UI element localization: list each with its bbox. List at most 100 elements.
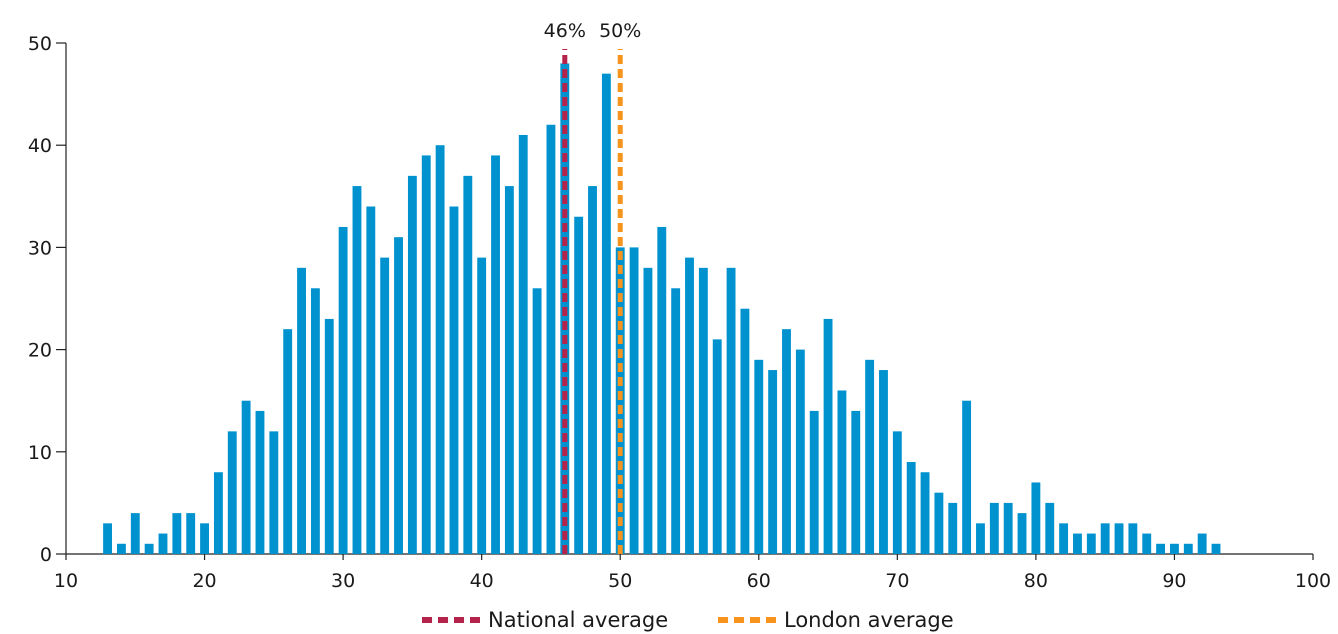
histogram-bar bbox=[1003, 502, 1013, 554]
legend-label-national: National average bbox=[488, 608, 669, 632]
histogram-bar bbox=[892, 431, 902, 554]
histogram-bar bbox=[103, 523, 113, 554]
histogram-bar bbox=[768, 370, 778, 554]
histogram-bar bbox=[1142, 533, 1152, 554]
histogram-bar bbox=[477, 257, 487, 554]
histogram-bar bbox=[546, 124, 556, 554]
histogram-bar bbox=[172, 513, 182, 554]
histogram-bar bbox=[407, 175, 417, 555]
histogram-bar bbox=[934, 492, 944, 554]
y-tick-label: 0 bbox=[40, 544, 52, 566]
histogram-bar bbox=[1059, 523, 1069, 554]
histogram-bar bbox=[1197, 533, 1207, 554]
histogram-bar bbox=[241, 400, 251, 554]
histogram-bar bbox=[574, 216, 584, 555]
histogram-bar bbox=[366, 206, 376, 554]
histogram-bar bbox=[352, 186, 362, 554]
histogram-bar bbox=[1170, 543, 1179, 554]
y-tick-label: 40 bbox=[28, 135, 52, 157]
histogram-bar bbox=[698, 267, 708, 554]
histogram-bar bbox=[1031, 482, 1041, 554]
histogram-bar bbox=[449, 206, 459, 554]
histogram-bar bbox=[601, 73, 611, 554]
histogram-bar bbox=[297, 267, 306, 554]
histogram-bar bbox=[615, 247, 625, 554]
legend-item-london-average: London average bbox=[718, 608, 954, 632]
histogram-bar bbox=[1073, 533, 1082, 554]
histogram-bar bbox=[255, 410, 265, 554]
histogram-bar bbox=[879, 370, 888, 554]
histogram-bar bbox=[962, 400, 972, 554]
histogram-bar bbox=[809, 410, 819, 554]
histogram-bar bbox=[269, 431, 279, 554]
x-tick-label: 80 bbox=[1024, 570, 1048, 592]
histogram-bar bbox=[920, 472, 930, 554]
histogram-bar bbox=[906, 462, 916, 554]
histogram-bar bbox=[144, 543, 154, 554]
x-tick-label: 20 bbox=[192, 570, 216, 592]
histogram-bar bbox=[283, 329, 293, 554]
x-tick-label: 90 bbox=[1162, 570, 1186, 592]
y-tick-label: 30 bbox=[28, 237, 52, 259]
histogram-bar bbox=[504, 186, 514, 554]
y-tick-label: 50 bbox=[28, 33, 52, 55]
histogram-bar bbox=[1128, 523, 1138, 554]
histogram-bar bbox=[823, 318, 833, 554]
x-tick-label: 50 bbox=[608, 570, 632, 592]
x-tick-label: 10 bbox=[54, 570, 78, 592]
histogram-bar bbox=[1100, 523, 1110, 554]
histogram-bar bbox=[1017, 513, 1027, 554]
histogram-bar bbox=[130, 513, 140, 554]
reference-label-london: 50% bbox=[599, 20, 641, 42]
histogram-bar bbox=[532, 288, 542, 554]
legend-swatch-national bbox=[422, 617, 480, 623]
histogram-bar bbox=[976, 523, 985, 554]
y-tick-label: 10 bbox=[28, 442, 52, 464]
histogram-bar bbox=[782, 329, 791, 554]
legend-label-london: London average bbox=[784, 608, 954, 632]
histogram-bar bbox=[338, 226, 348, 554]
histogram-bar bbox=[227, 431, 237, 554]
histogram-bar bbox=[1156, 543, 1166, 554]
x-tick-label: 30 bbox=[331, 570, 355, 592]
histogram-bar bbox=[491, 155, 500, 555]
histogram-bar bbox=[200, 523, 209, 554]
histogram-bar bbox=[310, 288, 320, 554]
histogram-bar bbox=[158, 533, 168, 554]
histogram-bar bbox=[989, 502, 999, 554]
chart-legend: National average London average bbox=[0, 604, 1338, 634]
reference-label-national: 46% bbox=[544, 20, 586, 42]
histogram-bar bbox=[948, 502, 958, 554]
histogram-bar bbox=[1086, 533, 1096, 554]
legend-swatch-london bbox=[718, 617, 776, 623]
histogram-bar bbox=[754, 359, 764, 554]
histogram-bar bbox=[685, 257, 694, 554]
histogram-bar bbox=[643, 267, 653, 554]
x-tick-label: 70 bbox=[885, 570, 909, 592]
y-tick-label: 20 bbox=[28, 340, 52, 362]
histogram-bar bbox=[324, 318, 334, 554]
histogram-bar bbox=[837, 390, 847, 554]
histogram-bar bbox=[213, 472, 223, 554]
histogram-bar bbox=[1183, 543, 1193, 554]
histogram-bar bbox=[726, 267, 736, 554]
histogram-bar bbox=[671, 288, 681, 554]
x-tick-label: 60 bbox=[747, 570, 771, 592]
x-tick-label: 40 bbox=[470, 570, 494, 592]
histogram-bar bbox=[865, 359, 875, 554]
histogram-bar bbox=[712, 339, 722, 554]
histogram-bar bbox=[795, 349, 805, 554]
histogram-bar bbox=[629, 247, 639, 554]
histogram-bar bbox=[851, 410, 861, 554]
legend-item-national-average: National average bbox=[422, 608, 668, 632]
histogram-bar bbox=[186, 513, 196, 554]
histogram-bar bbox=[463, 175, 473, 555]
histogram-bar bbox=[1211, 543, 1221, 554]
histogram-bar bbox=[116, 543, 126, 554]
histogram-bar bbox=[394, 237, 403, 554]
x-tick-label: 100 bbox=[1295, 570, 1331, 592]
histogram-bar bbox=[380, 257, 390, 554]
histogram-bar bbox=[588, 186, 597, 554]
histogram-bar bbox=[657, 226, 667, 554]
